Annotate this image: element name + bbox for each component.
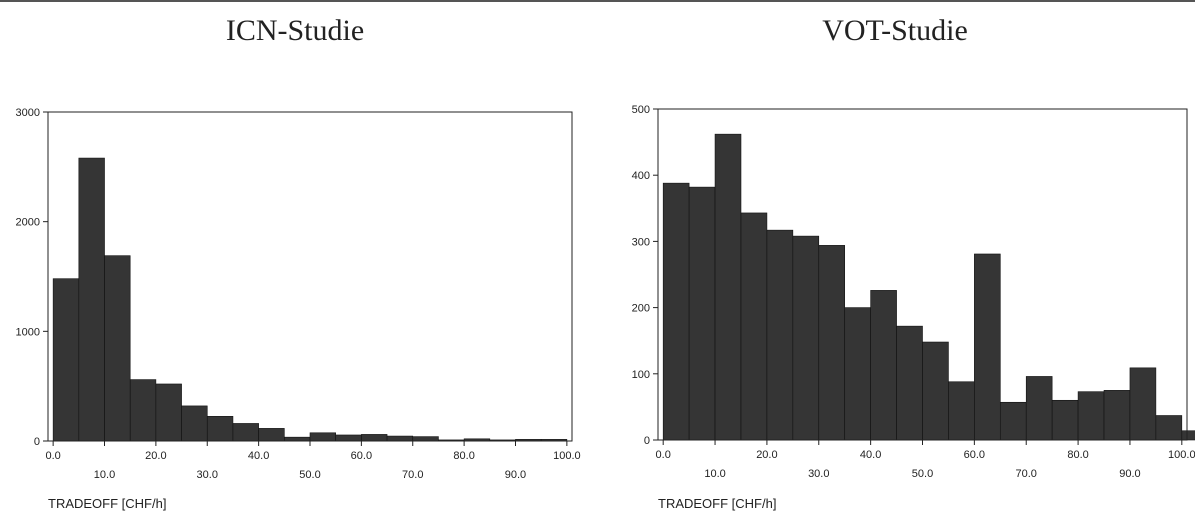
y-tick-label: 100 bbox=[632, 369, 650, 381]
y-tick-label: 300 bbox=[632, 236, 650, 248]
histogram-bar bbox=[1181, 430, 1195, 441]
histogram-panel-vot: VOT-Studie 0 100 200 300 400 500 0.0 20.0 40.0 60… bbox=[600, 0, 1195, 524]
histogram-bar bbox=[181, 405, 208, 442]
histogram-bar bbox=[948, 381, 975, 441]
chart-title: ICN-Studie bbox=[225, 14, 365, 47]
x-tick-label: 80.0 bbox=[453, 450, 474, 462]
histogram-bar bbox=[1077, 391, 1105, 441]
y-tick-label: 500 bbox=[632, 104, 650, 116]
histogram-bar bbox=[1103, 390, 1131, 441]
histogram-bar bbox=[999, 401, 1027, 441]
histogram-bar bbox=[1129, 367, 1157, 441]
histogram-bar bbox=[206, 416, 234, 442]
histogram-bar bbox=[1051, 399, 1079, 441]
histogram-bar bbox=[974, 253, 1001, 441]
x-tick-label: 50.0 bbox=[299, 469, 320, 481]
y-tick-label: 3000 bbox=[16, 107, 40, 119]
histogram-bar bbox=[1025, 376, 1053, 441]
x-tick-label: 90.0 bbox=[1119, 468, 1140, 480]
y-tick-label: 200 bbox=[632, 303, 650, 315]
histogram-bar bbox=[766, 229, 794, 441]
histogram-bar bbox=[1155, 415, 1183, 441]
x-tick-label: 0.0 bbox=[656, 449, 671, 461]
x-tick-label: 10.0 bbox=[704, 468, 725, 480]
histogram-bar bbox=[870, 290, 897, 441]
x-tick-label: 0.0 bbox=[45, 450, 60, 462]
x-tick-label: 10.0 bbox=[94, 469, 115, 481]
histogram-bar bbox=[129, 379, 157, 442]
x-tick-label: 20.0 bbox=[145, 450, 166, 462]
y-tick-label: 2000 bbox=[16, 217, 40, 229]
x-tick-label: 30.0 bbox=[808, 468, 829, 480]
histogram-bar bbox=[335, 434, 362, 442]
x-tick-label: 50.0 bbox=[912, 468, 933, 480]
y-tick-label: 0 bbox=[644, 435, 650, 447]
x-tick-label: 70.0 bbox=[1016, 468, 1037, 480]
histogram-panel-icn: ICN-Studie 0 1000 2000 3000 0.0 20.0 40.0 60.0 8… bbox=[0, 0, 590, 524]
x-tick-label: 100.0 bbox=[1168, 449, 1195, 461]
histogram-bar bbox=[104, 255, 131, 442]
x-tick-label: 20.0 bbox=[756, 449, 777, 461]
y-tick-label: 400 bbox=[632, 170, 650, 182]
histogram-bar bbox=[386, 435, 414, 442]
y-tick-label: 1000 bbox=[16, 326, 40, 338]
x-tick-label: 40.0 bbox=[860, 449, 881, 461]
histogram-bar bbox=[922, 341, 949, 441]
top-rule bbox=[0, 0, 1195, 2]
x-tick-label: 80.0 bbox=[1067, 449, 1088, 461]
histogram-bar bbox=[896, 325, 923, 441]
histogram-bar bbox=[844, 307, 871, 441]
histogram-bar bbox=[792, 235, 820, 441]
histogram-bar bbox=[52, 278, 80, 442]
histogram-bar bbox=[284, 436, 311, 442]
histogram-chart: 0 1000 2000 3000 0.0 20.0 40.0 60.0 80.0 100.0 10.… bbox=[16, 107, 581, 481]
x-tick-label: 30.0 bbox=[197, 469, 218, 481]
histogram-bar bbox=[818, 245, 846, 441]
x-tick-label: 60.0 bbox=[351, 450, 372, 462]
histogram-bar bbox=[155, 383, 182, 442]
histogram-bar bbox=[258, 428, 285, 442]
histogram-bar bbox=[412, 436, 439, 442]
histogram-bar bbox=[232, 423, 259, 442]
histogram-chart: 0 100 200 300 400 500 0.0 20.0 40.0 60.0 80.0 100.0… bbox=[632, 104, 1195, 480]
x-axis-label: TRADEOFF [CHF/h] bbox=[48, 496, 167, 511]
x-tick-label: 40.0 bbox=[248, 450, 269, 462]
x-tick-label: 100.0 bbox=[553, 450, 581, 462]
y-tick-label: 0 bbox=[34, 436, 40, 448]
chart-title: VOT-Studie bbox=[822, 14, 968, 47]
histogram-bar bbox=[662, 182, 690, 441]
histogram-bar bbox=[78, 157, 105, 442]
x-axis-label: TRADEOFF [CHF/h] bbox=[658, 496, 777, 511]
histogram-bar bbox=[309, 432, 336, 442]
histogram-bar bbox=[740, 212, 768, 441]
histogram-bar bbox=[361, 434, 388, 442]
histogram-bar bbox=[688, 186, 716, 441]
histogram-bar bbox=[714, 133, 742, 441]
x-tick-label: 90.0 bbox=[505, 469, 526, 481]
x-tick-label: 70.0 bbox=[402, 469, 423, 481]
x-tick-label: 60.0 bbox=[964, 449, 985, 461]
